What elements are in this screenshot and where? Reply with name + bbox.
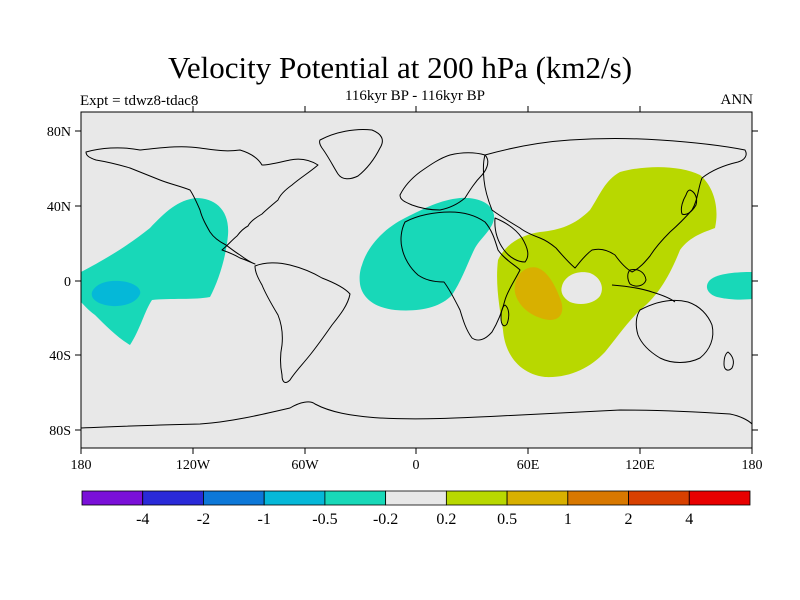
latitude-ticks: [75, 130, 758, 431]
map-title: Velocity Potential at 200 hPa (km2/s): [167, 50, 633, 85]
coastline-arabia: [494, 217, 529, 263]
coastline-new-zealand: [723, 351, 734, 371]
coastline-australia: [635, 299, 714, 363]
contour-neg-west-pacific-edge: [706, 272, 752, 300]
lat-label-40s: 40S: [49, 349, 71, 364]
colorbar-box: [263, 490, 326, 506]
contour-pos-indian-ocean: [497, 167, 717, 378]
coastline-europe: [399, 152, 489, 211]
colorbar-label: 0.2: [436, 511, 456, 528]
colorbar-label: 4: [685, 511, 693, 528]
colorbar-box: [385, 490, 447, 506]
lon-label-180e: 180: [742, 458, 763, 473]
coastline-asia: [482, 138, 747, 273]
colorbar-box: [445, 490, 508, 506]
contour-pos-core: [514, 267, 563, 320]
contour-neg-atlantic: [359, 197, 495, 311]
colorbar-box: [567, 490, 629, 506]
colorbar: [81, 490, 751, 506]
contour-hole: [561, 272, 602, 304]
lat-label-40n: 40N: [47, 200, 71, 215]
colorbar-labels: -4 -2 -1 -0.5 -0.2 0.2 0.5 1 2 4: [136, 511, 693, 528]
colorbar-box: [142, 490, 204, 506]
lat-label-0: 0: [64, 275, 71, 290]
experiment-label: Expt = tdwz8-tdac8: [80, 93, 199, 109]
coastline-greenland: [319, 129, 383, 180]
coastline-south-america: [254, 262, 351, 383]
colorbar-box: [628, 490, 690, 506]
lat-label-80n: 80N: [47, 125, 71, 140]
colorbar-box: [324, 490, 387, 506]
coastline-madagascar: [500, 304, 510, 327]
coastline-japan: [680, 189, 698, 215]
contour-neg-east-pacific: [81, 198, 229, 345]
colorbar-label: -0.2: [373, 511, 398, 528]
colorbar-box: [506, 490, 569, 506]
coastline-africa: [400, 211, 521, 341]
longitude-labels: 180 120W 60W 0 60E 120E 180: [71, 458, 763, 473]
lon-label-60e: 60E: [517, 458, 540, 473]
colorbar-label: -4: [136, 511, 149, 528]
lon-label-120e: 120E: [625, 458, 655, 473]
coastline-antarctica: [81, 401, 752, 429]
colorbar-box: [203, 490, 265, 506]
colorbar-label: -0.5: [312, 511, 337, 528]
lon-label-0: 0: [413, 458, 420, 473]
season-label: ANN: [720, 92, 754, 108]
colorbar-label: 2: [625, 511, 633, 528]
colorbar-box: [81, 490, 144, 506]
colorbar-label: -2: [197, 511, 210, 528]
colorbar-box: [688, 490, 751, 506]
coastline-indonesia: [611, 284, 676, 303]
lon-label-180w: 180: [71, 458, 92, 473]
coastline-north-america: [85, 146, 319, 265]
colorbar-label: 1: [564, 511, 572, 528]
coastline-borneo: [627, 269, 647, 287]
coastlines: [81, 129, 752, 429]
longitude-ticks: [80, 106, 753, 454]
lon-label-120w: 120W: [176, 458, 211, 473]
lat-label-80s: 80S: [49, 424, 71, 439]
latitude-labels: 80N 40N 0 40S 80S: [47, 125, 71, 439]
lon-label-60w: 60W: [291, 458, 319, 473]
map-subtitle: 116kyr BP - 116kyr BP: [344, 88, 485, 104]
contour-neg-core-pacific: [91, 280, 141, 307]
colorbar-label: -1: [258, 511, 271, 528]
colorbar-label: 0.5: [497, 511, 517, 528]
